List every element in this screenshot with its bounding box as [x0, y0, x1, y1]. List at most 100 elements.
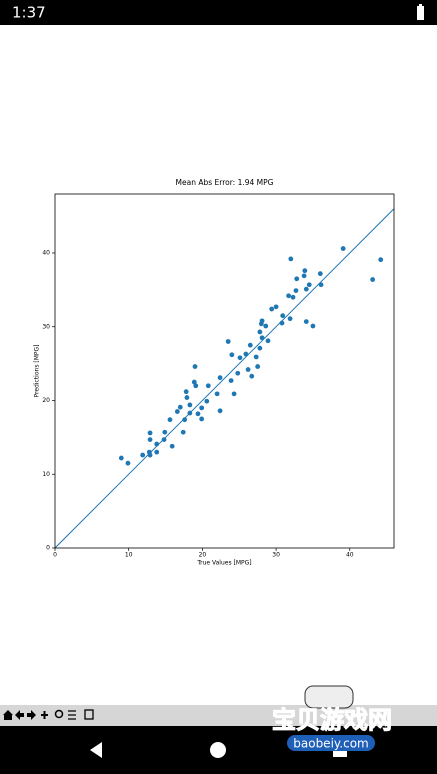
point [192, 364, 198, 369]
point [167, 417, 173, 423]
y-tick-label: 20 [42, 397, 50, 404]
point [378, 257, 384, 263]
point [303, 319, 309, 324]
status-time: 1:37 [12, 4, 46, 22]
point [193, 383, 199, 389]
point [182, 417, 188, 423]
point [370, 277, 376, 282]
nav-home[interactable] [210, 742, 226, 758]
point [204, 398, 210, 404]
point [147, 437, 153, 442]
point [229, 352, 235, 358]
point [195, 411, 201, 417]
home-button[interactable] [3, 710, 13, 720]
point [205, 383, 211, 389]
x-tick-label: 40 [346, 552, 354, 559]
x-axis-label: True Values [MPG] [196, 560, 251, 567]
point [318, 282, 324, 288]
status-bar [0, 0, 437, 25]
point [317, 271, 323, 277]
point [303, 286, 309, 292]
point [279, 320, 285, 326]
nav-back[interactable] [90, 742, 102, 758]
save-button[interactable] [84, 709, 94, 720]
plot-frame [54, 193, 395, 549]
point [263, 323, 269, 329]
point [140, 452, 146, 458]
point [259, 335, 265, 341]
point [183, 389, 189, 395]
watermark-gamepad [304, 685, 354, 709]
point [187, 410, 193, 416]
point [147, 452, 153, 458]
x-tick-label: 10 [125, 552, 133, 559]
zoom-button[interactable] [54, 709, 64, 719]
back-button[interactable] [15, 710, 24, 720]
point [259, 318, 265, 324]
point [180, 429, 186, 435]
x-tick-label: 20 [199, 552, 207, 559]
point [199, 405, 205, 411]
point [257, 345, 263, 351]
point [269, 306, 275, 312]
toolbar [0, 705, 437, 726]
point [199, 416, 205, 422]
point [237, 355, 243, 361]
point [247, 342, 253, 348]
point [225, 339, 231, 344]
x-tick-label: 30 [272, 552, 280, 559]
battery-icon [417, 6, 424, 20]
x-tick-label: 0 [53, 552, 57, 559]
point [273, 304, 279, 310]
point [154, 441, 160, 447]
point [287, 316, 293, 322]
watermark-pill [287, 735, 375, 751]
y-tick-label: 30 [42, 323, 50, 330]
point [245, 367, 251, 372]
point [184, 395, 190, 400]
point [235, 370, 241, 376]
battery-tip [419, 4, 422, 6]
point [118, 455, 124, 461]
point [288, 256, 294, 262]
y-tick-label: 10 [42, 471, 50, 478]
point [217, 375, 223, 381]
point [310, 323, 316, 329]
watermark-url: baobeiy.com [293, 737, 368, 751]
point [286, 293, 292, 299]
y-axis-label: Predictions [MPG] [34, 345, 41, 398]
point [265, 338, 271, 344]
point [293, 288, 299, 294]
point [228, 378, 234, 383]
point [294, 276, 300, 282]
point [280, 313, 286, 319]
toolbar-icons[interactable] [3, 709, 94, 720]
forward-button[interactable] [27, 710, 36, 720]
point [340, 246, 346, 251]
point [243, 351, 249, 357]
point [255, 364, 261, 369]
point [257, 329, 263, 335]
point [177, 404, 183, 410]
configure-button[interactable] [68, 710, 76, 720]
pan-button[interactable] [41, 711, 48, 719]
identity-line [54, 208, 395, 549]
point [125, 460, 131, 466]
point [306, 282, 312, 288]
watermark-title: 宝贝游戏网 [272, 706, 392, 734]
plot: Mean Abs Error: 1.94 MPG True Values [MPG… [34, 178, 395, 567]
point [249, 373, 255, 379]
point [301, 273, 307, 279]
point [161, 437, 167, 442]
point [174, 409, 180, 414]
point [147, 430, 153, 436]
point [290, 294, 296, 300]
point [231, 391, 237, 397]
watermark: 宝贝游戏网 baobeiy.com [272, 685, 393, 751]
point [302, 268, 308, 274]
point [169, 443, 175, 449]
y-tick-label: 40 [42, 250, 50, 257]
point [154, 449, 160, 455]
point [187, 402, 193, 408]
